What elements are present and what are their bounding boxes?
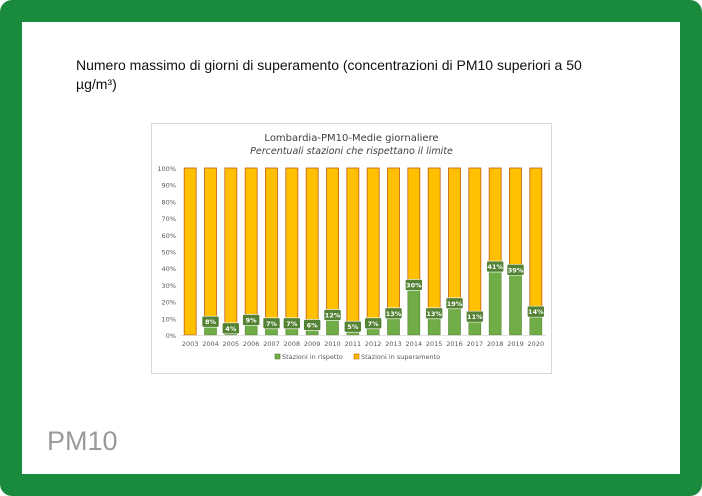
bar-rispetto-2018 <box>488 266 502 336</box>
bar-rispetto-2014 <box>407 284 421 336</box>
data-label-box-2011 <box>344 320 362 333</box>
x-tick-label: 2008 <box>284 340 301 348</box>
data-label-box-2010 <box>323 309 342 321</box>
data-label-box-2013 <box>384 307 403 320</box>
data-label-box-2006 <box>242 314 260 326</box>
x-tick-label: 2007 <box>263 340 280 348</box>
legend-label-1: Stazioni in superamento <box>361 353 440 361</box>
data-label-box-2012 <box>364 317 382 330</box>
x-tick-label: 2019 <box>507 340 524 348</box>
data-label-2004: 8% <box>205 318 217 326</box>
data-label-box-2015 <box>425 307 443 320</box>
legend: Stazioni in rispetto Stazioni in superame… <box>274 353 440 361</box>
data-label-box-2005 <box>222 322 240 335</box>
bar-superamento-2004 <box>204 167 217 323</box>
legend-swatch-1 <box>353 353 360 360</box>
chart-container: Lombardia-PM10-Medie giornaliere Percent… <box>151 123 552 374</box>
y-tick-label: 50% <box>162 249 176 257</box>
bar-superamento-2012 <box>366 167 380 324</box>
bar-superamento-2006 <box>244 167 258 321</box>
bar-superamento-2013 <box>387 167 400 314</box>
x-tick-label: 2015 <box>426 340 443 348</box>
data-label-2011: 5% <box>347 323 359 331</box>
bar-superamento-2005 <box>224 167 238 329</box>
x-tick-label: 2012 <box>365 340 382 348</box>
data-label-2016: 19% <box>447 300 463 308</box>
data-label-box-2008 <box>283 317 301 330</box>
bar-superamento-2007 <box>265 167 278 324</box>
bar-superamento-2011 <box>346 167 360 328</box>
x-tick-label: 2004 <box>202 340 219 348</box>
bar-superamento-2016 <box>448 167 461 304</box>
chart-subtitle: Percentuali stazioni che rispettano il l… <box>250 146 453 157</box>
data-label-2015: 13% <box>426 310 442 318</box>
x-tick-label: 2016 <box>446 340 463 348</box>
x-tick-label: 2011 <box>345 340 362 348</box>
data-label-box-2017 <box>466 310 484 323</box>
x-tick-label: 2006 <box>243 340 260 348</box>
data-label-2017: 11% <box>467 313 483 321</box>
x-tick-label: 2003 <box>182 340 199 348</box>
y-tick-label: 80% <box>162 198 176 206</box>
footer-label: PM10 <box>47 426 118 456</box>
x-tick-label: 2017 <box>467 340 484 348</box>
data-label-2013: 13% <box>386 310 402 318</box>
data-label-box-2020 <box>527 305 545 318</box>
bar-superamento-2015 <box>427 167 441 314</box>
x-tick-label: 2009 <box>304 340 321 348</box>
bar-superamento-2019 <box>509 167 522 271</box>
data-label-2006: 9% <box>246 316 258 324</box>
data-label-2014: 30% <box>406 281 422 289</box>
legend-swatch-0 <box>274 353 281 360</box>
data-label-2007: 7% <box>266 320 278 328</box>
y-tick-label: 0% <box>166 332 176 340</box>
x-tick-label: 2010 <box>324 340 341 348</box>
chart-title: Lombardia-PM10-Medie giornaliere <box>264 133 438 144</box>
data-label-box-2019 <box>506 264 525 276</box>
y-tick-label: 100% <box>157 165 176 173</box>
data-label-2012: 7% <box>368 320 380 328</box>
y-tick-label: 10% <box>162 315 176 323</box>
data-label-box-2009 <box>303 319 321 331</box>
bar-superamento-2009 <box>305 167 319 326</box>
bars: 8% 4% 9% 7% 7% 6% 12% 5% 7% 13% 30% 13% 19% 11% 41% 39%… <box>183 167 545 336</box>
y-axis: 0% 10% 20% 30% 40% 50% 60% 70% 80% 90% 100% <box>157 165 176 340</box>
slide-heading: Numero massimo di giorni di superamento … <box>76 57 582 92</box>
y-tick-label: 60% <box>162 232 176 240</box>
x-tick-label: 2018 <box>487 340 504 348</box>
data-label-2019: 39% <box>508 266 524 274</box>
data-label-box-2018 <box>486 260 504 273</box>
data-label-2005: 4% <box>225 325 237 333</box>
bar-superamento-2020 <box>529 167 543 313</box>
bar-superamento-2018 <box>488 167 502 267</box>
bar-rispetto-2019 <box>509 269 522 336</box>
data-label-box-2004 <box>201 315 220 328</box>
bar-superamento-2017 <box>468 167 482 318</box>
data-label-2010: 12% <box>325 311 341 319</box>
bar-superamento-2014 <box>407 167 421 286</box>
data-label-2008: 7% <box>286 320 298 328</box>
y-tick-label: 20% <box>162 299 176 307</box>
x-axis: 2003 2004 2005 2006 2007 2008 2009 2010 2011 2012… <box>180 335 546 348</box>
bar-superamento-2010 <box>326 167 339 316</box>
bar-superamento-2003 <box>183 167 197 336</box>
x-tick-label: 2013 <box>385 340 402 348</box>
y-tick-label: 70% <box>162 215 176 223</box>
data-label-2009: 6% <box>307 321 319 329</box>
pm10-chart: Lombardia-PM10-Medie giornaliere Percent… <box>157 133 546 361</box>
y-tick-label: 40% <box>162 265 176 273</box>
y-tick-label: 90% <box>162 182 176 190</box>
legend-label-0: Stazioni in rispetto <box>282 353 343 361</box>
x-tick-label: 2014 <box>406 340 423 348</box>
data-label-2018: 41% <box>487 263 503 271</box>
data-label-box-2007 <box>262 317 281 330</box>
x-tick-label: 2020 <box>528 340 545 348</box>
x-tick-label: 2005 <box>223 340 240 348</box>
data-label-box-2016 <box>445 297 464 310</box>
y-tick-label: 30% <box>162 282 176 290</box>
slide-content: Numero massimo di giorni di superamento … <box>22 22 680 474</box>
data-label-box-2014 <box>405 279 423 291</box>
data-label-2020: 14% <box>528 308 544 316</box>
bar-superamento-2008 <box>285 167 299 324</box>
